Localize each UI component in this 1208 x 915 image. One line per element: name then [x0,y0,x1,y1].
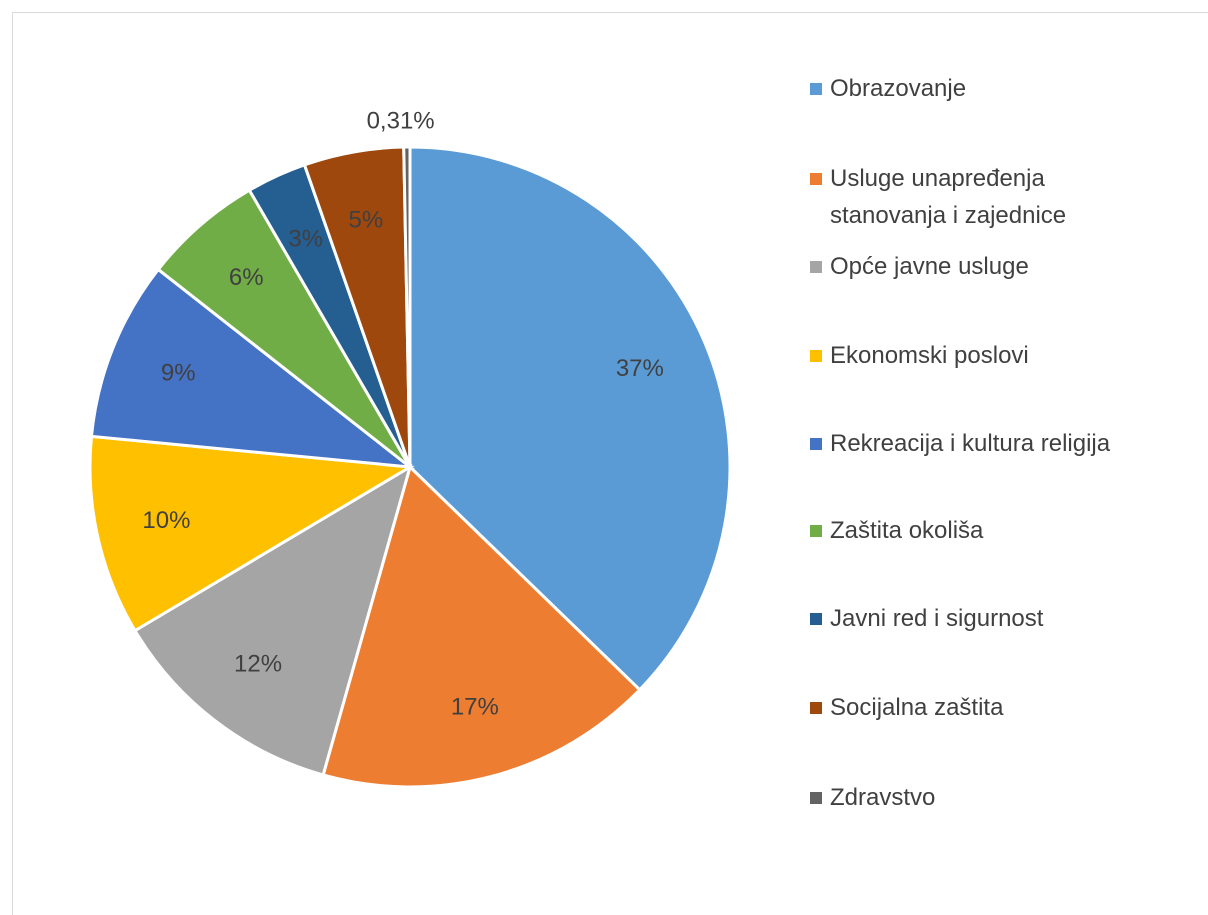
data-label: 9% [161,360,196,387]
legend-label: Socijalna zaštita [830,694,1004,721]
legend-label: Ekonomski poslovi [830,342,1029,369]
pie-slice [402,145,412,468]
legend-item: Javni red i sigurnost [810,600,1043,637]
legend-label: Rekreacija i kultura religija [830,430,1111,457]
data-label: 17% [451,693,499,720]
legend-item: Opće javne usluge [810,248,1029,285]
legend-swatch [810,525,822,537]
legend-item: Ekonomski poslovi [810,337,1029,374]
data-label: 5% [349,207,384,234]
legend-label: Obrazovanje [830,75,967,102]
pie-slice [408,145,732,692]
pie-slice [156,188,412,469]
legend-label: Javni red i sigurnost [830,605,1044,632]
legend-item: Zaštita okoliša [810,512,983,549]
legend-label: Zdravstvo [830,784,936,811]
legend-label: Usluge unapređenja stanovanja i zajednic… [830,165,1067,229]
legend-swatch [810,792,822,804]
legend-label: Zaštita okoliša [830,517,984,544]
pie-slice [321,464,642,789]
legend-item: Rekreacija i kultura religija [810,425,1110,462]
data-label: 6% [229,264,264,291]
legend-item: Zdravstvo [810,779,935,816]
legend-item: Usluge unapređenja stanovanja i zajednic… [810,160,1130,234]
data-label: 3% [288,226,323,253]
data-label: 10% [142,507,190,534]
legend-swatch [810,261,822,273]
data-label: 37% [616,355,664,382]
chart-frame [12,12,1208,915]
legend-item: Socijalna zaštita [810,689,1003,726]
data-label: 0,31% [367,107,435,134]
pie-slice [89,267,415,469]
legend-swatch [810,613,822,625]
legend-swatch [810,702,822,714]
pie-slice [88,434,415,633]
legend-swatch [810,438,822,450]
legend-swatch [810,350,822,362]
pie-slice [132,463,413,777]
legend-swatch [810,173,822,185]
legend-swatch [810,83,822,95]
legend-item: Obrazovanje [810,70,966,107]
data-label: 12% [234,650,282,677]
legend-label: Opće javne usluge [830,253,1029,280]
